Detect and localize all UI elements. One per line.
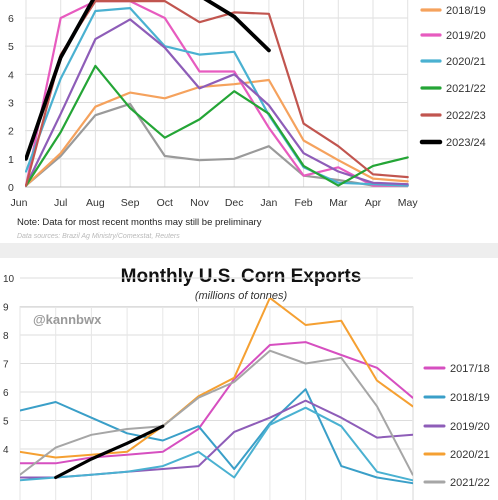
legend-label-2018-19: 2018/19 <box>450 392 490 404</box>
y-tick-label-1: 1 <box>8 154 14 166</box>
legend-label-2020-21: 2020/21 <box>446 56 486 68</box>
y-tick-label-4: 4 <box>3 445 9 456</box>
chart-note: Note: Data for most recent months may st… <box>17 217 262 228</box>
series-line-2021-22 <box>25 64 409 187</box>
series-line-unlabeled-6 <box>54 424 165 480</box>
y-tick-label-5: 5 <box>3 417 9 428</box>
x-tick-label-jan: Jan <box>260 197 277 209</box>
brazil-corn-exports-chart: 0 1 2 3 4 5 6 Jun Jul Aug Sep Oct Nov Dec Jan Feb Mar Apr… <box>0 0 498 243</box>
y-tick-label-6: 6 <box>8 13 14 25</box>
chart-title: Monthly U.S. Corn Exports <box>121 266 362 287</box>
y-tick-label-8: 8 <box>3 331 9 342</box>
y-tick-label-3: 3 <box>8 98 14 110</box>
series-line-2020-21 <box>20 298 413 459</box>
y-tick-label-5: 5 <box>8 41 14 53</box>
brazil-corn-exports-panel: 0 1 2 3 4 5 6 Jun Jul Aug Sep Oct Nov Dec Jan Feb Mar Apr… <box>0 0 498 243</box>
y-tick-label-2: 2 <box>8 126 14 138</box>
x-tick-label-may: May <box>398 197 419 209</box>
x-tick-label-feb: Feb <box>295 197 313 209</box>
y-tick-label-9: 9 <box>3 303 9 314</box>
legend-label-2021-22: 2021/22 <box>450 477 490 489</box>
legend-label-2019-20: 2019/20 <box>446 30 486 42</box>
x-tick-label-dec: Dec <box>225 197 244 209</box>
y-tick-label-7: 7 <box>3 360 9 371</box>
series-line-2018-19 <box>25 78 409 187</box>
y-tick-label-10: 10 <box>3 274 15 285</box>
chart-subtitle: (millions of tonnes) <box>195 290 288 302</box>
legend-label-2019-20: 2019/20 <box>450 421 490 433</box>
x-tick-label-apr: Apr <box>365 197 382 209</box>
series-line-2023-24 <box>25 0 271 161</box>
series-line-unlabeled-5 <box>20 406 413 482</box>
x-tick-label-oct: Oct <box>157 197 173 209</box>
series-line-unlabeled-0 <box>25 102 409 187</box>
legend-label-2021-22: 2021/22 <box>446 83 486 95</box>
x-tick-label-jul: Jul <box>54 197 67 209</box>
x-tick-label-jun: Jun <box>11 197 28 209</box>
x-tick-label-nov: Nov <box>190 197 209 209</box>
series-line-2022-23 <box>25 0 409 187</box>
series-line-2017-18 <box>20 341 413 465</box>
chart-source: Data sources: Brazil Ag Ministry/Comexst… <box>17 233 180 240</box>
legend-label-2020-21: 2020/21 <box>450 449 490 461</box>
legend-label-2018-19: 2018/19 <box>446 5 486 17</box>
x-tick-label-mar: Mar <box>329 197 348 209</box>
y-tick-label-6: 6 <box>3 388 9 399</box>
y-tick-label-0: 0 <box>8 182 14 194</box>
panel-divider <box>0 243 498 258</box>
series-line-2021-22 <box>20 349 413 476</box>
us-corn-exports-panel: Monthly U.S. Corn Exports (millions of to… <box>0 258 498 500</box>
series-line-2018-19 <box>20 388 413 485</box>
series-line-unlabeled-4 <box>25 18 409 187</box>
watermark-handle: @kannbwx <box>33 312 102 327</box>
y-tick-label-4: 4 <box>8 69 14 81</box>
x-tick-label-sep: Sep <box>121 197 140 209</box>
legend-label-2022-23: 2022/23 <box>446 110 486 122</box>
us-corn-exports-chart: Monthly U.S. Corn Exports (millions of to… <box>0 258 498 500</box>
legend-label-2023-24: 2023/24 <box>446 137 486 149</box>
legend-label-2017-18: 2017/18 <box>450 363 490 375</box>
x-tick-label-aug: Aug <box>86 197 105 209</box>
